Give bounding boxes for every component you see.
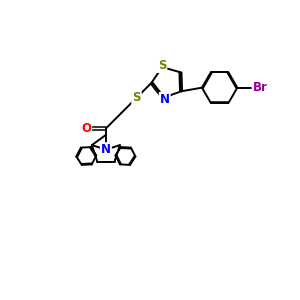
Text: N: N	[101, 143, 111, 156]
Text: S: S	[132, 91, 141, 104]
Text: Br: Br	[253, 81, 267, 94]
Text: S: S	[158, 59, 167, 72]
Text: N: N	[160, 93, 170, 106]
Text: O: O	[81, 122, 91, 135]
